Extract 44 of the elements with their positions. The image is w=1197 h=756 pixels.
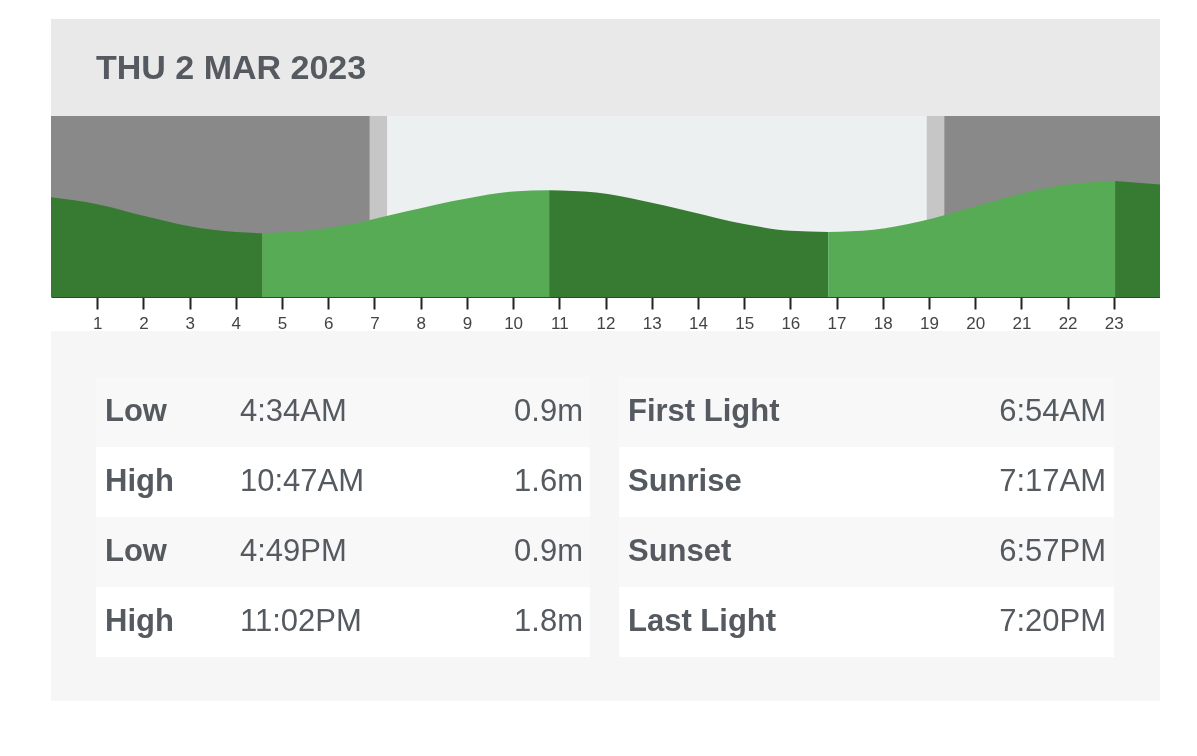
- x-tick-label: 1: [92, 313, 103, 333]
- text: Low: [105, 393, 168, 428]
- text: First Light: [628, 393, 780, 428]
- x-tick-label: 11: [550, 313, 569, 333]
- x-tick-label: 13: [642, 313, 662, 333]
- text: 1.6m: [514, 463, 583, 498]
- x-tick-label: 17: [827, 313, 847, 333]
- text: 0.9m: [514, 393, 583, 428]
- chart-title: THU 2 MAR 2023: [96, 48, 367, 86]
- text: High: [105, 463, 174, 498]
- text: 4:34AM: [240, 393, 347, 428]
- text: 10:47AM: [240, 463, 365, 498]
- x-tick-label: 12: [596, 313, 616, 333]
- text: 6:57PM: [999, 533, 1106, 568]
- x-tick-label: 20: [966, 313, 986, 333]
- x-tick-label: 7: [370, 313, 380, 333]
- x-tick-label: 5: [277, 313, 288, 333]
- x-tick-label: 3: [185, 313, 195, 333]
- x-tick-label: 10: [504, 313, 524, 333]
- x-tick-label: 9: [462, 313, 473, 333]
- x-tick-label: 21: [1012, 313, 1032, 333]
- text: 7:20PM: [999, 603, 1106, 638]
- text: 6:54AM: [999, 393, 1106, 428]
- x-tick-label: 23: [1104, 313, 1124, 333]
- text: Low: [105, 533, 168, 568]
- text: 11:02PM: [240, 603, 362, 638]
- x-tick-label: 6: [324, 313, 334, 333]
- text: High: [105, 603, 174, 638]
- text: Sunset: [628, 533, 732, 568]
- text: 7:17AM: [999, 463, 1106, 498]
- text: 0.9m: [514, 533, 583, 568]
- text: Last Light: [628, 603, 777, 638]
- x-tick-label: 14: [688, 313, 708, 333]
- text: 4:49PM: [240, 533, 347, 568]
- text: Sunrise: [628, 463, 742, 498]
- x-tick-label: 19: [920, 313, 939, 333]
- x-tick-label: 2: [139, 313, 149, 333]
- x-tick-label: 18: [873, 313, 893, 333]
- x-tick-label: 4: [231, 313, 242, 333]
- x-tick-label: 22: [1058, 313, 1078, 333]
- x-tick-label: 16: [781, 313, 801, 333]
- x-tick-label: 15: [735, 313, 755, 333]
- text: 1.8m: [514, 603, 583, 638]
- x-tick-label: 8: [416, 313, 426, 333]
